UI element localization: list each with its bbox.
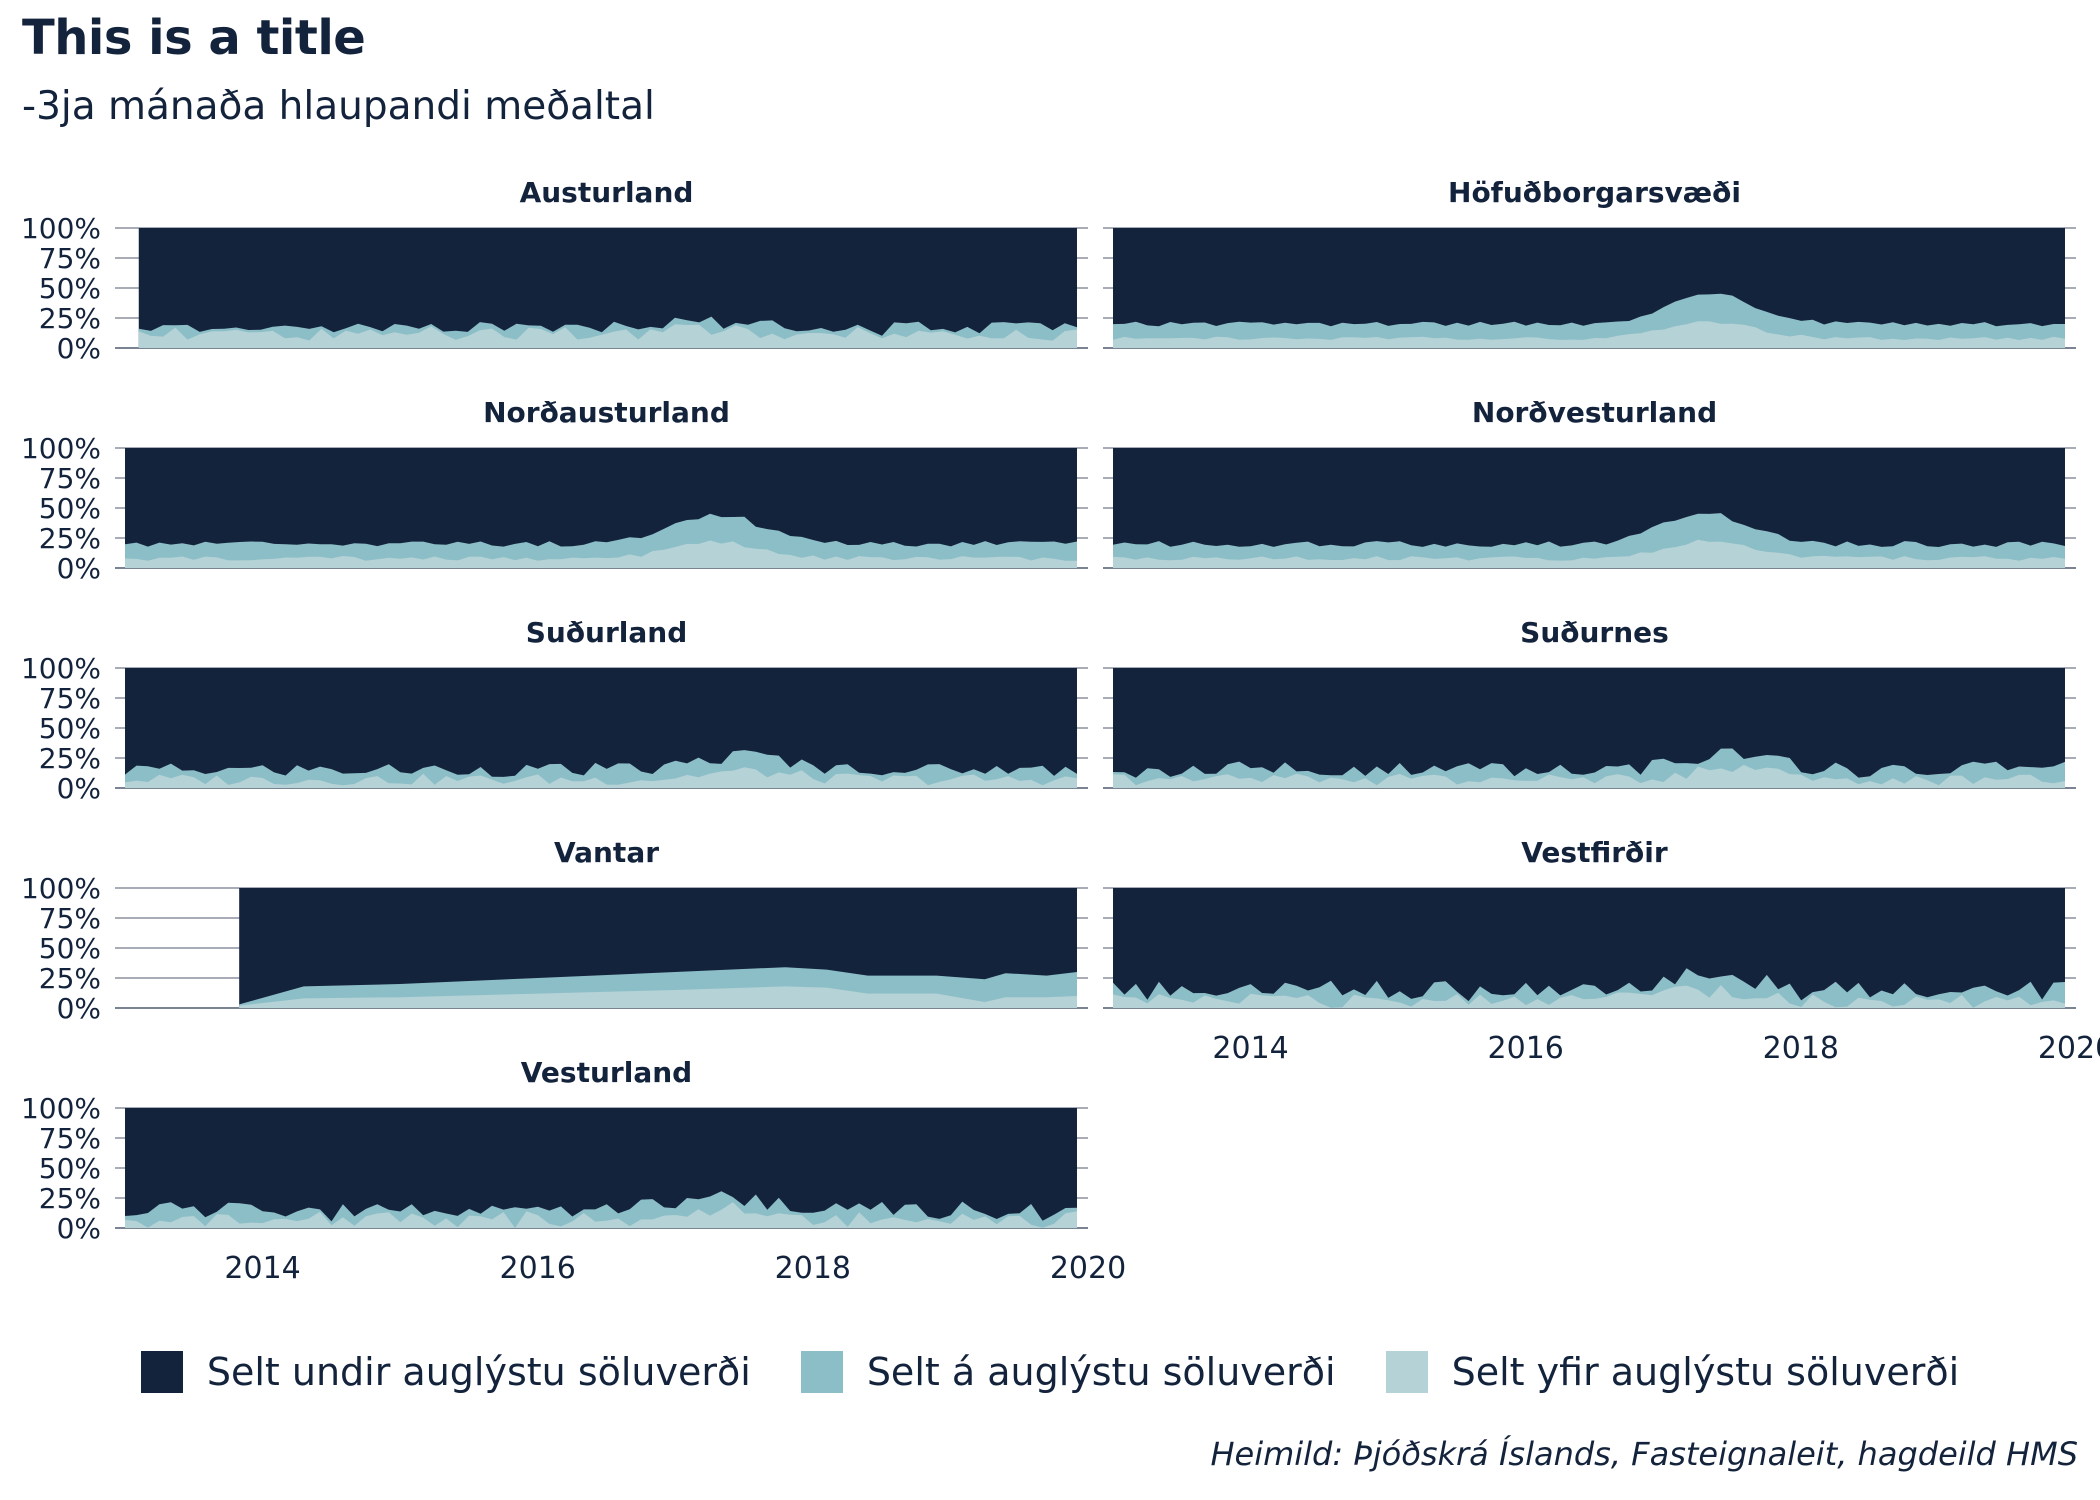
area-yfir (125, 540, 1077, 568)
legend-swatch-yfir (1385, 1351, 1428, 1393)
y-tick-label: 50% (39, 272, 101, 305)
x-tick-label: 2014 (224, 1251, 300, 1286)
panel-title: Suðurland (526, 616, 688, 649)
y-tick-label: 0% (57, 772, 101, 805)
panel-h-fu-borgarsv-i: Höfuðborgarsvæði (1103, 176, 2076, 349)
y-tick-label: 25% (39, 1182, 101, 1215)
y-tick-label: 75% (39, 462, 101, 495)
area-yfir (138, 324, 1077, 348)
legend-swatch-undir (140, 1351, 183, 1393)
y-tick-label: 100% (21, 212, 101, 245)
area-yfir (1113, 985, 2065, 1008)
panel-vestfir-ir: Vestfirðir 2014 2016 2018 2020 (1103, 836, 2100, 1066)
legend: Selt undir auglýstu söluverði Selt á aug… (0, 1350, 2100, 1394)
area-yfir (1113, 539, 2065, 568)
panel-nor-austurland: Norðausturland 0%25%50%75%100% (21, 396, 1088, 585)
chart-title: This is a title (22, 10, 366, 66)
y-tick-label: 0% (57, 552, 101, 585)
y-tick-label: 50% (39, 1152, 101, 1185)
x-tick-label: 2016 (1488, 1031, 1564, 1066)
y-tick-label: 75% (39, 902, 101, 935)
chart-subtitle: -3ja mánaða hlaupandi meðaltal (22, 84, 655, 129)
y-tick-label: 100% (21, 652, 101, 685)
x-tick-label: 2014 (1212, 1031, 1288, 1066)
panel-nor-vesturland: Norðvesturland (1103, 396, 2076, 569)
panel-title: Höfuðborgarsvæði (1448, 176, 1741, 209)
area-yfir (1113, 764, 2065, 788)
panel-su-urland: Suðurland 0%25%50%75%100% (21, 616, 1088, 805)
y-tick-label: 25% (39, 522, 101, 555)
panel-austurland: Austurland 0%25%50%75%100% (21, 176, 1088, 365)
x-tick-label: 2020 (1050, 1251, 1126, 1286)
legend-item-yfir: Selt yfir auglýstu söluverði (1385, 1350, 1960, 1394)
y-tick-label: 0% (57, 1212, 101, 1245)
y-tick-label: 25% (39, 742, 101, 775)
area-yfir (239, 986, 1078, 1008)
panel-title: Vantar (554, 836, 659, 869)
area-a (1113, 293, 2065, 348)
x-tick-label: 2018 (1763, 1031, 1839, 1066)
area-yfir (1113, 321, 2065, 348)
x-tick-label: 2018 (775, 1251, 851, 1286)
legend-item-a: Selt á auglýstu söluverði (800, 1350, 1336, 1394)
panel-su-urnes: Suðurnes (1103, 616, 2076, 789)
area-a (125, 513, 1077, 568)
y-tick-label: 50% (39, 492, 101, 525)
y-tick-label: 100% (21, 1092, 101, 1125)
y-tick-label: 100% (21, 432, 101, 465)
y-tick-label: 0% (57, 332, 101, 365)
legend-label-undir: Selt undir auglýstu söluverði (206, 1350, 751, 1394)
y-tick-label: 100% (21, 872, 101, 905)
legend-label-a: Selt á auglýstu söluverði (866, 1350, 1336, 1394)
panel-title: Austurland (520, 176, 694, 209)
area-a (1113, 513, 2065, 568)
legend-swatch-a (800, 1351, 843, 1393)
x-tick-label: 2016 (500, 1251, 576, 1286)
y-tick-label: 25% (39, 302, 101, 335)
panel-title: Vesturland (521, 1056, 692, 1089)
panel-title: Norðvesturland (1472, 396, 1717, 429)
panel-title: Vestfirðir (1521, 836, 1668, 869)
y-tick-label: 75% (39, 682, 101, 715)
source-caption: Heimild: Þjóðskrá Íslands, Fasteignaleit… (1210, 1435, 2078, 1473)
area-yfir (125, 767, 1077, 788)
y-tick-label: 50% (39, 932, 101, 965)
y-tick-label: 50% (39, 712, 101, 745)
x-tick-label: 2020 (2038, 1031, 2100, 1066)
y-tick-label: 75% (39, 242, 101, 275)
panel-vesturland: Vesturland 0%25%50%75%100% 2014 2016 2018 202… (21, 1056, 1126, 1286)
panel-title: Norðausturland (483, 396, 730, 429)
panel-title: Suðurnes (1520, 616, 1669, 649)
legend-item-undir: Selt undir auglýstu söluverði (140, 1350, 751, 1394)
legend-label-yfir: Selt yfir auglýstu söluverði (1451, 1350, 1960, 1394)
area-yfir (125, 1202, 1077, 1228)
y-tick-label: 25% (39, 962, 101, 995)
y-tick-label: 0% (57, 992, 101, 1025)
y-tick-label: 75% (39, 1122, 101, 1155)
panel-vantar: Vantar 0%25%50%75%100% (21, 836, 1088, 1025)
